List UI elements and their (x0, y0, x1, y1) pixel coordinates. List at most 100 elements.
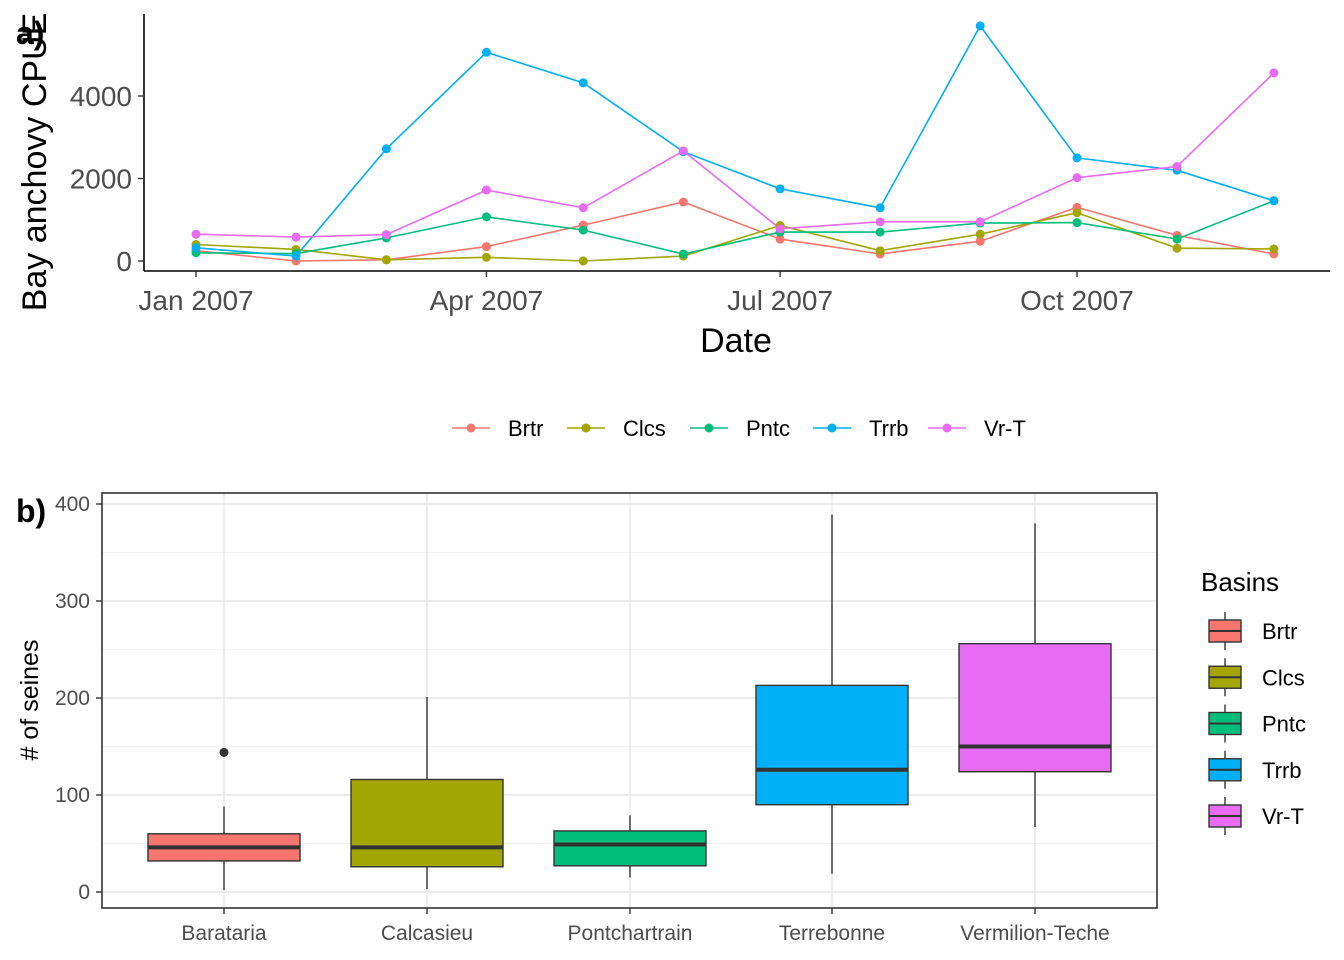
legend-item-clcs: Clcs (1208, 658, 1305, 697)
legend-label: Trrb (869, 416, 909, 441)
data-point-pntc (578, 225, 588, 235)
series-line-vr-t (195, 72, 1275, 238)
y-tick-label: 300 (55, 590, 90, 613)
y-tick-label: 0 (78, 881, 90, 904)
data-point-vr-t (1269, 68, 1279, 78)
data-point-clcs (481, 252, 491, 262)
data-point-vr-t (1072, 173, 1082, 183)
panel-a-tag: a) (16, 15, 44, 51)
box-iqr (553, 830, 707, 867)
box-clcs (350, 697, 504, 890)
y-tick-label: 2000 (70, 164, 132, 195)
data-point-pntc (481, 212, 491, 222)
legend-item-trrb: Trrb (813, 416, 909, 441)
y-tick-label: 4000 (70, 81, 132, 112)
y-ticks: 0 100 200 300 400 (55, 493, 102, 904)
data-point-clcs (578, 256, 588, 266)
data-point-pntc (875, 227, 885, 237)
x-tick-label: Vermilion-Teche (960, 922, 1109, 945)
data-point-trrb (578, 78, 588, 88)
data-point-trrb (775, 184, 785, 194)
data-point-brtr (481, 242, 491, 252)
x-tick-label: Apr 2007 (430, 285, 544, 316)
x-ticks: Barataria Calcasieu Pontchartrain Terrebonn… (181, 908, 1110, 945)
data-point-vr-t (1172, 162, 1182, 172)
panel-b-tag: b) (16, 493, 46, 529)
data-point-trrb (1269, 196, 1279, 206)
x-axis-title: Date (700, 322, 772, 360)
data-point-brtr (775, 234, 785, 244)
data-point-trrb (291, 251, 301, 261)
data-point-vr-t (381, 230, 391, 240)
legend-panel-a: Brtr Clcs Pntc Trrb Vr-T (452, 416, 1026, 441)
legend-label: Clcs (1262, 665, 1305, 690)
series-line-clcs (195, 211, 1274, 262)
boxes (147, 514, 1112, 891)
x-tick-label: Barataria (181, 922, 267, 945)
x-tick-label: Calcasieu (381, 922, 473, 945)
legend-key-point (942, 423, 952, 433)
cpue-series-lines (195, 24, 1275, 262)
data-point-vr-t (875, 217, 885, 227)
legend-item-pntc: Pntc (690, 416, 790, 441)
legend-item-brtr: Brtr (452, 416, 543, 441)
legend-item-vr-t: Vr-T (1208, 797, 1304, 835)
series-line-brtr (195, 201, 1275, 262)
data-point-brtr (678, 197, 688, 207)
series-line-pntc (195, 200, 1275, 255)
data-point-trrb (975, 21, 985, 31)
cpue-series-points (191, 21, 1279, 266)
data-point-vr-t (191, 229, 201, 239)
y-tick-label: 400 (55, 493, 90, 516)
legend-label: Pntc (1262, 712, 1306, 737)
data-point-trrb (481, 47, 491, 57)
y-axis-title: Bay anchovy CPUE (16, 13, 54, 312)
data-point-pntc (1072, 218, 1082, 228)
y-tick-label: 0 (116, 246, 132, 277)
data-point-vr-t (678, 146, 688, 156)
y-ticks: 0 2000 4000 (70, 81, 144, 277)
legend-key-point (581, 423, 591, 433)
legend-label: Trrb (1262, 758, 1302, 783)
data-point-trrb (191, 243, 201, 253)
legend-item-brtr: Brtr (1208, 612, 1297, 650)
panel-a-cpue-line-chart: 0 2000 4000 Jan 2007 Apr 2007 Jul 2007 Oct 20… (16, 13, 1330, 360)
data-point-brtr (975, 236, 985, 246)
legend-label: Brtr (1262, 619, 1297, 644)
x-tick-label: Terrebonne (779, 922, 885, 945)
box-iqr (958, 642, 1112, 773)
x-tick-label: Jul 2007 (727, 285, 833, 316)
data-point-trrb (381, 144, 391, 154)
x-tick-label: Oct 2007 (1020, 285, 1134, 316)
box-brtr (147, 747, 301, 891)
data-point-vr-t (975, 217, 985, 227)
legend-items: Brtr Clcs Pntc Trrb Vr-T (1208, 612, 1306, 835)
box-trrb (755, 514, 909, 874)
y-tick-label: 100 (55, 784, 90, 807)
box-iqr (755, 684, 909, 806)
legend-label: Brtr (508, 416, 543, 441)
outlier-point (219, 747, 229, 757)
x-tick-label: Jan 2007 (138, 285, 253, 316)
box-pntc (553, 815, 707, 878)
legend-item-pntc: Pntc (1208, 704, 1306, 743)
y-tick-label: 200 (55, 687, 90, 710)
legend-item-clcs: Clcs (567, 416, 666, 441)
x-tick-label: Pontchartrain (568, 922, 693, 945)
data-point-vr-t (291, 232, 301, 242)
data-point-clcs (875, 246, 885, 256)
legend-item-trrb: Trrb (1208, 750, 1302, 789)
box-vr-t (958, 523, 1112, 828)
data-point-vr-t (481, 185, 491, 195)
legend-key-point (466, 423, 476, 433)
box-iqr (350, 778, 504, 868)
legend-label: Vr-T (984, 416, 1026, 441)
data-point-pntc (678, 249, 688, 259)
data-point-clcs (975, 229, 985, 239)
data-point-clcs (381, 255, 391, 265)
y-axis-title: # of seines (16, 640, 44, 761)
legend-title: Basins (1201, 567, 1279, 597)
legend-panel-b: Basins Brtr Clcs Pntc Trrb Vr-T (1201, 567, 1306, 835)
data-point-trrb (875, 203, 885, 213)
data-point-trrb (1072, 153, 1082, 163)
